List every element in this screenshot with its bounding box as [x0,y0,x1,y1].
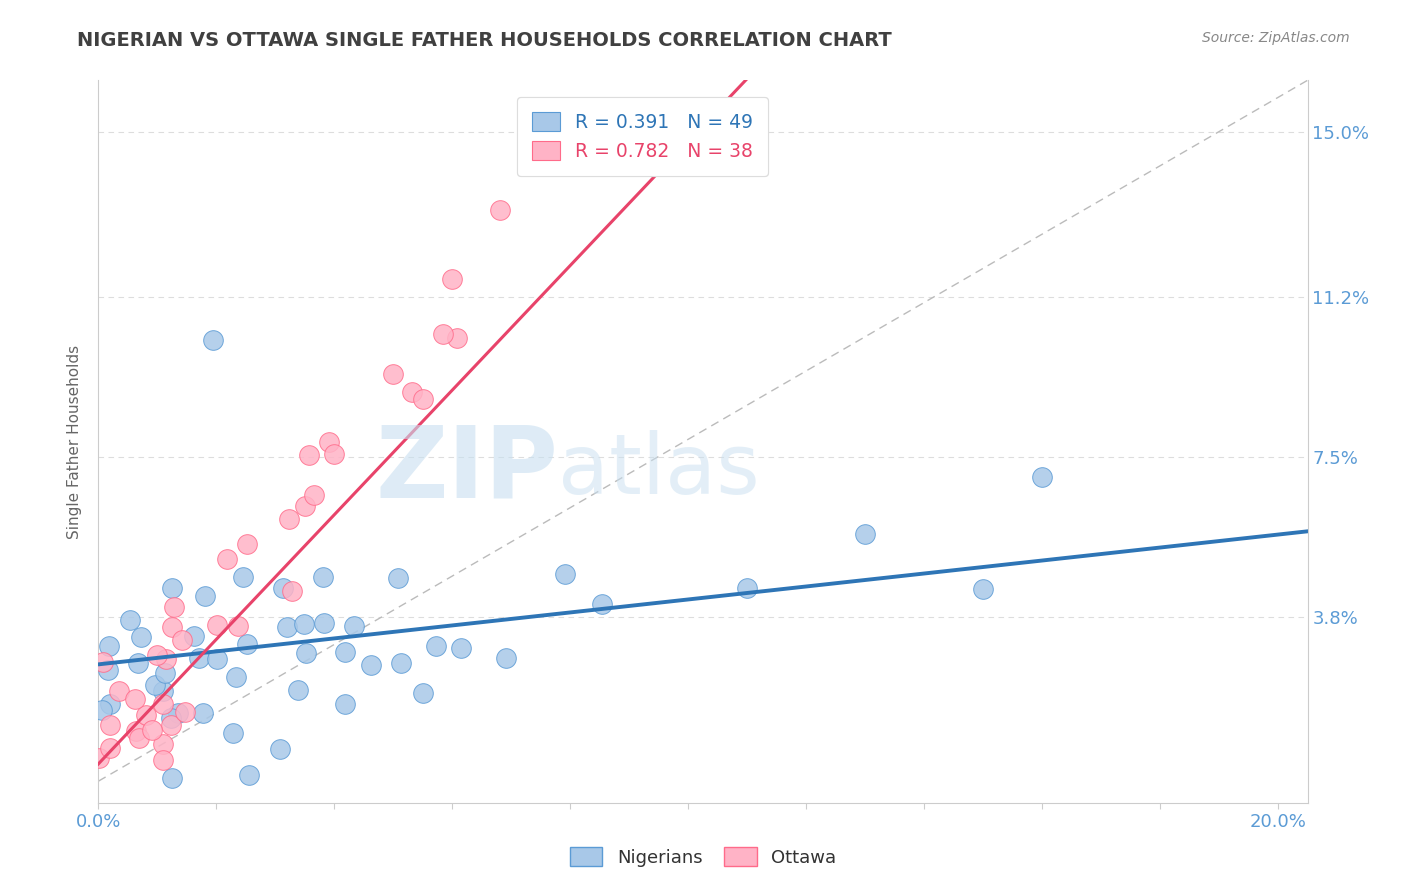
Point [160,718,183,732]
Point [294,500,316,514]
Point [98,640,121,654]
Point [160,620,183,634]
Point [173,705,195,719]
Point [360,658,382,673]
Point [205,652,228,666]
Point [87,750,110,764]
Point [312,570,335,584]
Point [972,582,994,596]
Point [495,651,517,665]
Point [98,718,121,732]
Point [287,682,309,697]
Point [276,620,298,634]
Point [205,618,228,632]
Point [450,641,472,656]
Point [202,333,225,347]
Y-axis label: Single Father Households: Single Father Households [67,344,83,539]
Point [217,552,239,566]
Point [381,368,404,382]
Point [412,686,434,700]
Point [191,706,214,721]
Point [98,741,121,756]
Point [271,581,294,595]
Point [153,666,176,681]
Point [235,537,257,551]
Point [318,434,340,449]
Point [292,617,315,632]
Point [343,619,366,633]
Point [333,697,356,711]
Point [235,636,257,650]
Point [488,203,510,218]
Point [183,629,205,643]
Point [412,392,434,406]
Point [170,632,193,647]
Point [91,703,114,717]
Point [278,512,301,526]
Text: NIGERIAN VS OTTAWA SINGLE FATHER HOUSEHOLDS CORRELATION CHART: NIGERIAN VS OTTAWA SINGLE FATHER HOUSEHO… [77,31,891,50]
Point [269,741,291,756]
Point [302,488,325,502]
Point [128,731,150,745]
Point [238,768,260,782]
Point [124,724,146,739]
Point [118,613,141,627]
Point [225,670,247,684]
Point [591,597,613,611]
Point [127,656,149,670]
Legend: R = 0.391   N = 49, R = 0.782   N = 38: R = 0.391 N = 49, R = 0.782 N = 38 [517,97,768,176]
Point [387,571,409,585]
Point [166,706,188,720]
Point [135,707,157,722]
Point [187,650,209,665]
Point [160,711,183,725]
Point [441,271,464,285]
Point [155,651,177,665]
Text: ZIP: ZIP [375,422,558,519]
Point [446,331,468,345]
Point [295,646,318,660]
Legend: Nigerians, Ottawa: Nigerians, Ottawa [562,840,844,874]
Point [389,657,412,671]
Point [163,599,186,614]
Point [333,645,356,659]
Point [160,581,183,595]
Point [401,385,423,400]
Text: atlas: atlas [558,430,759,511]
Point [1031,469,1053,483]
Point [554,567,576,582]
Point [129,630,152,644]
Point [735,581,758,595]
Point [141,723,163,738]
Point [152,684,174,698]
Point [432,327,454,342]
Point [298,448,321,462]
Point [152,752,174,766]
Point [143,678,166,692]
Point [281,584,304,599]
Text: Source: ZipAtlas.com: Source: ZipAtlas.com [1202,31,1350,45]
Point [108,684,131,698]
Point [194,589,217,603]
Point [314,615,336,630]
Point [145,648,167,662]
Point [152,737,174,751]
Point [162,771,184,785]
Point [425,640,447,654]
Point [232,570,254,584]
Point [853,526,876,541]
Point [124,692,146,706]
Point [221,725,243,739]
Point [226,619,249,633]
Point [152,697,174,711]
Point [323,447,346,461]
Point [97,663,120,677]
Point [98,697,121,711]
Point [91,655,114,669]
